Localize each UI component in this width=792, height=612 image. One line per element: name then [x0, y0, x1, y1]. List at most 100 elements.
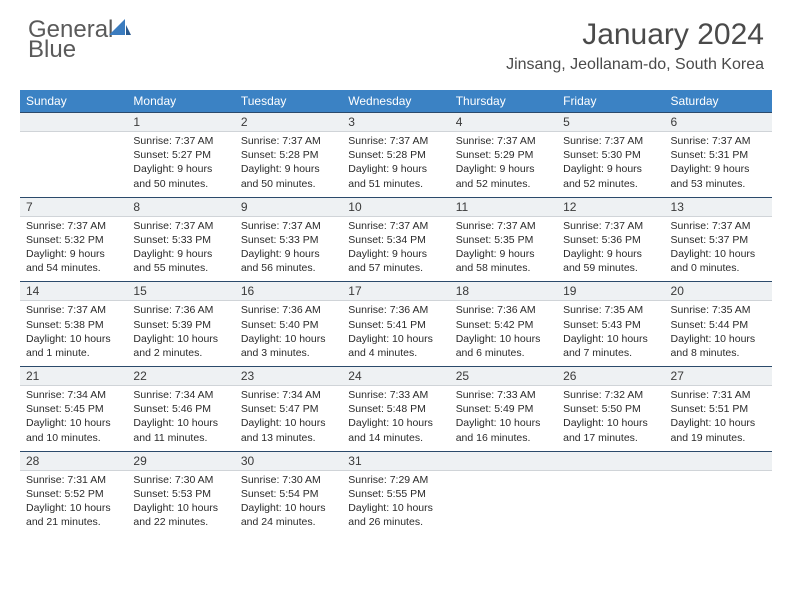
day-content-cell: Sunrise: 7:37 AMSunset: 5:33 PMDaylight:… [127, 216, 234, 282]
day-number-cell: 7 [20, 197, 127, 216]
day-content-row: Sunrise: 7:37 AMSunset: 5:32 PMDaylight:… [20, 216, 772, 282]
daylight-text: Daylight: 10 hours and 0 minutes. [671, 247, 766, 275]
day-content-cell: Sunrise: 7:34 AMSunset: 5:45 PMDaylight:… [20, 386, 127, 452]
weekday-header: Monday [127, 90, 234, 113]
sunset-text: Sunset: 5:30 PM [563, 148, 658, 162]
day-content-row: Sunrise: 7:37 AM Sunset: 5:27 PM Daylight:… [20, 132, 772, 198]
sunrise-text: Sunrise: 7:34 AM [133, 388, 228, 402]
day-number-cell: 13 [665, 197, 772, 216]
sunrise-text: Sunrise: 7:37 AM [563, 219, 658, 233]
day-content-cell: Sunrise: 7:30 AMSunset: 5:54 PMDaylight:… [235, 470, 342, 535]
sunrise-text: Sunrise: 7:36 AM [133, 303, 228, 317]
sunrise-text: Sunrise: 7:37 AM [671, 134, 766, 148]
daylight-text: Daylight: 9 hours and 50 minutes. [241, 162, 336, 190]
sunrise-text: Sunrise: 7:35 AM [671, 303, 766, 317]
daylight-text: Daylight: 10 hours and 22 minutes. [133, 501, 228, 529]
sunset-text: Sunset: 5:38 PM [26, 318, 121, 332]
sunrise-text: Sunrise: 7:37 AM [348, 219, 443, 233]
weekday-header: Sunday [20, 90, 127, 113]
logo-text-block: General Blue [28, 18, 131, 62]
daylight-text: Daylight: 9 hours and 56 minutes. [241, 247, 336, 275]
day-number-cell: 19 [557, 282, 664, 301]
weekday-header: Wednesday [342, 90, 449, 113]
daylight-text: Daylight: 9 hours and 51 minutes. [348, 162, 443, 190]
day-content-row: Sunrise: 7:37 AMSunset: 5:38 PM Daylight:… [20, 301, 772, 367]
day-content-row: Sunrise: 7:34 AM Sunset: 5:45 PM Daylight:… [20, 386, 772, 452]
sunrise-text: Sunrise: 7:31 AM [671, 388, 766, 402]
sunrise-text: Sunrise: 7:37 AM [241, 134, 336, 148]
day-content-cell: Sunrise: 7:37 AMSunset: 5:29 PMDaylight:… [450, 132, 557, 198]
sunset-text: Sunset: 5:28 PM [241, 148, 336, 162]
day-content-cell: Sunrise: 7:37 AMSunset: 5:28 PMDaylight:… [235, 132, 342, 198]
daylight-text: Daylight: 10 hours and 3 minutes. [241, 332, 336, 360]
day-number-cell: 27 [665, 367, 772, 386]
sunrise-text: Sunrise: 7:37 AM [133, 219, 228, 233]
daylight-text: Daylight: 10 hours and 4 minutes. [348, 332, 443, 360]
day-number-cell: 28 [20, 451, 127, 470]
sunset-text: Sunset: 5:27 PM [133, 148, 228, 162]
sunrise-text: Sunrise: 7:30 AM [241, 473, 336, 487]
day-number-cell: 24 [342, 367, 449, 386]
sunset-text: Sunset: 5:33 PM [133, 233, 228, 247]
title-block: January 2024 Jinsang, Jeollanam-do, Sout… [506, 18, 764, 74]
day-number-cell: 9 [235, 197, 342, 216]
daylight-text: Daylight: 10 hours and 2 minutes. [133, 332, 228, 360]
day-content-cell [557, 470, 664, 535]
sunrise-text: Sunrise: 7:30 AM [133, 473, 228, 487]
day-content-cell: Sunrise: 7:31 AMSunset: 5:52 PMDaylight:… [20, 470, 127, 535]
daylight-text: Daylight: 10 hours and 24 minutes. [241, 501, 336, 529]
weekday-header: Tuesday [235, 90, 342, 113]
sunrise-text: Sunrise: 7:37 AM [241, 219, 336, 233]
daylight-text: Daylight: 10 hours and 17 minutes. [563, 416, 658, 444]
day-number-cell: 21 [20, 367, 127, 386]
day-content-cell: Sunrise: 7:33 AMSunset: 5:49 PMDaylight:… [450, 386, 557, 452]
day-number-cell [20, 113, 127, 132]
day-content-cell: Sunrise: 7:37 AMSunset: 5:35 PMDaylight:… [450, 216, 557, 282]
day-number-row: 28293031 [20, 451, 772, 470]
day-content-cell: Sunrise: 7:37 AMSunset: 5:38 PMDaylight:… [20, 301, 127, 367]
sunrise-text: Sunrise: 7:36 AM [456, 303, 551, 317]
sunset-text: Sunset: 5:45 PM [26, 402, 121, 416]
daylight-text: Daylight: 10 hours and 26 minutes. [348, 501, 443, 529]
daylight-text: Daylight: 10 hours and 14 minutes. [348, 416, 443, 444]
day-number-row: 123456 [20, 113, 772, 132]
day-content-cell: Sunrise: 7:37 AMSunset: 5:37 PMDaylight:… [665, 216, 772, 282]
sunrise-text: Sunrise: 7:31 AM [26, 473, 121, 487]
day-number-cell: 14 [20, 282, 127, 301]
sunset-text: Sunset: 5:32 PM [26, 233, 121, 247]
daylight-text: Daylight: 9 hours and 54 minutes. [26, 247, 121, 275]
day-number-cell: 3 [342, 113, 449, 132]
calendar-table: SundayMondayTuesdayWednesdayThursdayFrid… [20, 90, 772, 535]
sunrise-text: Sunrise: 7:37 AM [26, 219, 121, 233]
sunrise-text: Sunrise: 7:35 AM [563, 303, 658, 317]
sunset-text: Sunset: 5:43 PM [563, 318, 658, 332]
sunrise-text: Sunrise: 7:37 AM [563, 134, 658, 148]
day-number-cell: 10 [342, 197, 449, 216]
header: General Blue January 2024 Jinsang, Jeoll… [0, 0, 792, 82]
day-number-cell: 18 [450, 282, 557, 301]
day-number-cell: 1 [127, 113, 234, 132]
day-number-cell: 30 [235, 451, 342, 470]
day-number-cell: 8 [127, 197, 234, 216]
weekday-header-row: SundayMondayTuesdayWednesdayThursdayFrid… [20, 90, 772, 113]
sunset-text: Sunset: 5:39 PM [133, 318, 228, 332]
day-number-cell: 5 [557, 113, 664, 132]
day-content-cell: Sunrise: 7:36 AMSunset: 5:40 PMDaylight:… [235, 301, 342, 367]
day-content-cell: Sunrise: 7:36 AMSunset: 5:42 PMDaylight:… [450, 301, 557, 367]
day-content-cell: Sunrise: 7:37 AMSunset: 5:33 PMDaylight:… [235, 216, 342, 282]
sunset-text: Sunset: 5:44 PM [671, 318, 766, 332]
day-content-cell: Sunrise: 7:37 AMSunset: 5:30 PMDaylight:… [557, 132, 664, 198]
day-number-row: 21222324252627 [20, 367, 772, 386]
day-number-cell: 31 [342, 451, 449, 470]
daylight-text: Daylight: 10 hours and 8 minutes. [671, 332, 766, 360]
sunrise-text: Sunrise: 7:36 AM [241, 303, 336, 317]
sunrise-text: Sunrise: 7:37 AM [26, 303, 121, 317]
day-number-cell: 29 [127, 451, 234, 470]
sunrise-text: Sunrise: 7:29 AM [348, 473, 443, 487]
sunrise-text: Sunrise: 7:37 AM [348, 134, 443, 148]
sunset-text: Sunset: 5:41 PM [348, 318, 443, 332]
day-number-cell [665, 451, 772, 470]
logo-word2: Blue [28, 36, 76, 63]
sunset-text: Sunset: 5:50 PM [563, 402, 658, 416]
day-number-cell: 16 [235, 282, 342, 301]
